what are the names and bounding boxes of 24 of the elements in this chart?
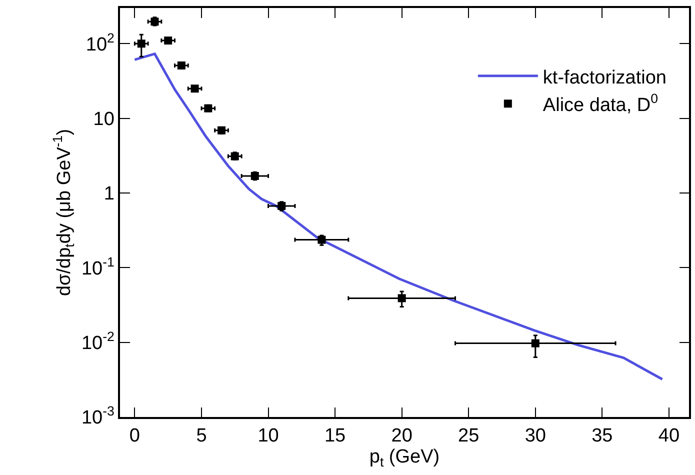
x-tick-label: 15 bbox=[324, 426, 346, 447]
legend-label: Alice data, D$^{0}$ bbox=[542, 91, 658, 116]
point bbox=[137, 40, 146, 48]
y-tick-label: 10 bbox=[93, 108, 114, 130]
x-tick-label: 5 bbox=[196, 426, 207, 447]
y-tick-label: 10$^{-2}$ bbox=[81, 329, 114, 354]
y-tick-label: 1 bbox=[104, 184, 114, 205]
point bbox=[398, 294, 406, 302]
legend-label: kt-factorization bbox=[542, 67, 666, 88]
point bbox=[531, 339, 540, 348]
point bbox=[164, 36, 172, 45]
x-axis-title: p$_{t}$ (GeV) bbox=[369, 446, 440, 470]
x-tick-label: 20 bbox=[391, 426, 412, 447]
x-tick-label: 25 bbox=[458, 426, 480, 447]
y-tick-label: 10$^{2}$ bbox=[86, 30, 114, 56]
y-tick-label: 10$^{-1}$ bbox=[81, 254, 114, 280]
point bbox=[190, 84, 199, 93]
line-series bbox=[133, 52, 664, 381]
x-tick-label: 35 bbox=[592, 426, 613, 447]
x-tick-label: 40 bbox=[658, 426, 680, 447]
x-tick-label: 10 bbox=[258, 426, 279, 447]
x-tick-label: 30 bbox=[524, 426, 546, 447]
x-tick-label: 0 bbox=[129, 426, 140, 447]
y-tick-label: 10$^{-3}$ bbox=[81, 404, 114, 429]
